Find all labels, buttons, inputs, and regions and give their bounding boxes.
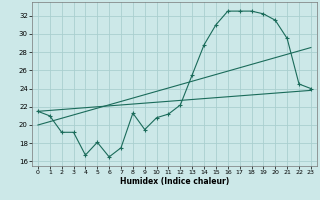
X-axis label: Humidex (Indice chaleur): Humidex (Indice chaleur) bbox=[120, 177, 229, 186]
